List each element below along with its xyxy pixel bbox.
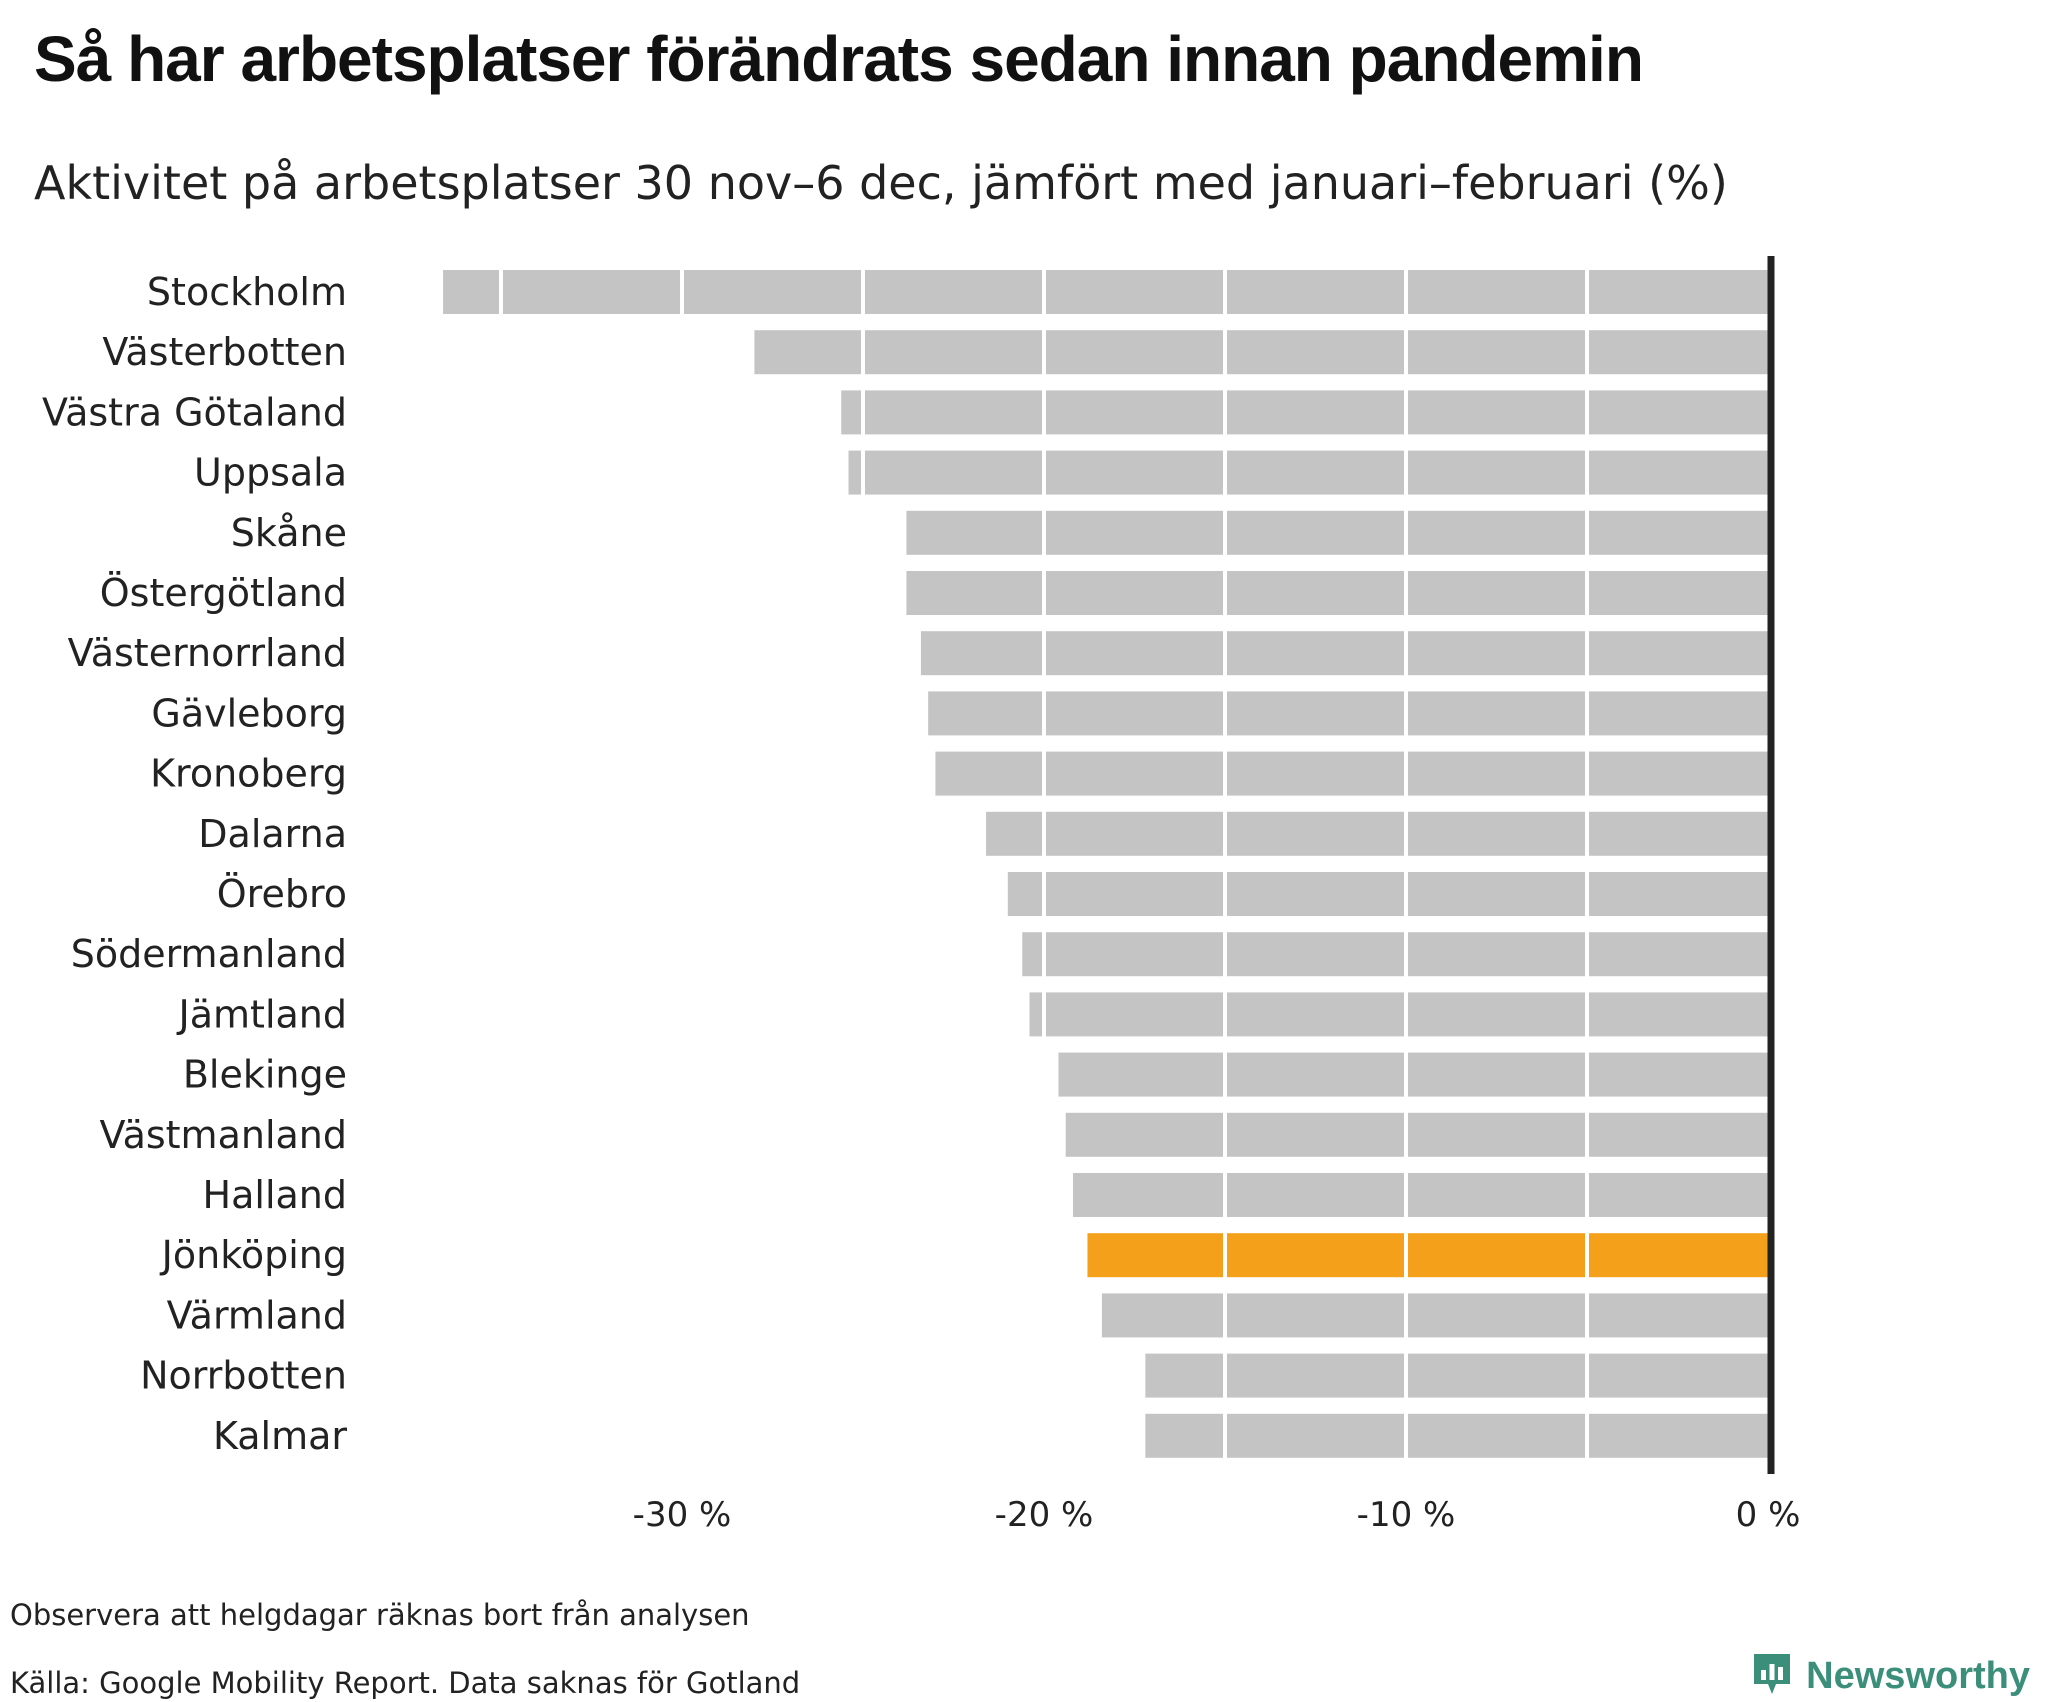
bar-södermanland xyxy=(1022,932,1768,977)
bar-västmanland xyxy=(1065,1112,1768,1157)
category-label: Kronoberg xyxy=(150,752,347,796)
bar-gävleborg xyxy=(928,691,1768,736)
x-tick-label: -20 % xyxy=(995,1495,1094,1535)
bar-västra-götaland xyxy=(841,390,1768,435)
category-label: Uppsala xyxy=(194,451,347,495)
bar-värmland xyxy=(1101,1293,1768,1338)
footnote: Observera att helgdagar räknas bort från… xyxy=(10,1598,750,1632)
brand-name: Newsworthy xyxy=(1806,1654,2030,1697)
category-label: Västerbotten xyxy=(102,330,347,374)
bars-layer xyxy=(443,270,1769,1458)
x-tick-label: -10 % xyxy=(1357,1495,1456,1535)
category-label: Örebro xyxy=(217,872,347,916)
brand-logo[interactable]: Newsworthy xyxy=(1750,1650,2030,1702)
bar-västerbotten xyxy=(754,330,1768,375)
bar-uppsala xyxy=(848,450,1768,495)
category-label: Södermanland xyxy=(71,932,347,976)
bar-jämtland xyxy=(1029,992,1768,1037)
category-label: Värmland xyxy=(167,1293,347,1337)
bar-östergötland xyxy=(906,571,1768,615)
bar-stockholm xyxy=(443,270,1769,314)
category-label: Jönköping xyxy=(160,1233,347,1277)
category-label: Stockholm xyxy=(147,270,347,314)
bar-jönköping xyxy=(1087,1233,1768,1278)
chart-subtitle: Aktivitet på arbetsplatser 30 nov–6 dec,… xyxy=(34,156,1728,210)
category-label: Jämtland xyxy=(177,992,347,1036)
x-axis-ticks: -30 % -20 % -10 % 0 % xyxy=(633,1495,1801,1535)
category-labels: Stockholm Västerbotten Västra Götaland Upps… xyxy=(42,270,347,1458)
source-note: Källa: Google Mobility Report. Data sakn… xyxy=(10,1666,801,1700)
x-tick-label: -30 % xyxy=(633,1495,732,1535)
bar-halland xyxy=(1072,1173,1768,1217)
chart-title: Så har arbetsplatser förändrats sedan in… xyxy=(34,23,1644,95)
gridlines xyxy=(499,266,1589,1462)
bar-blekinge xyxy=(1058,1052,1768,1097)
category-label: Blekinge xyxy=(183,1053,347,1097)
bar-västernorrland xyxy=(920,631,1768,676)
bar-chart: Stockholm Västerbotten Västra Götaland Upps… xyxy=(42,256,1801,1535)
bar-dalarna xyxy=(986,811,1768,856)
category-label: Skåne xyxy=(231,511,347,555)
category-label: Kalmar xyxy=(213,1414,347,1458)
bar-örebro xyxy=(1007,872,1768,916)
bar-norrbotten xyxy=(1145,1353,1768,1398)
category-label: Östergötland xyxy=(100,571,347,615)
x-tick-label: 0 % xyxy=(1736,1495,1801,1535)
bar-kronoberg xyxy=(935,751,1768,796)
category-label: Gävleborg xyxy=(151,691,347,735)
category-label: Norrbotten xyxy=(140,1354,347,1398)
category-label: Dalarna xyxy=(198,812,347,856)
category-label: Halland xyxy=(203,1173,347,1217)
category-label: Västmanland xyxy=(100,1113,347,1157)
category-label: Västernorrland xyxy=(68,631,347,675)
newsworthy-logo-icon xyxy=(1750,1650,1794,1702)
bar-skåne xyxy=(906,510,1768,555)
category-label: Västra Götaland xyxy=(42,390,347,434)
bar-kalmar xyxy=(1145,1413,1768,1458)
